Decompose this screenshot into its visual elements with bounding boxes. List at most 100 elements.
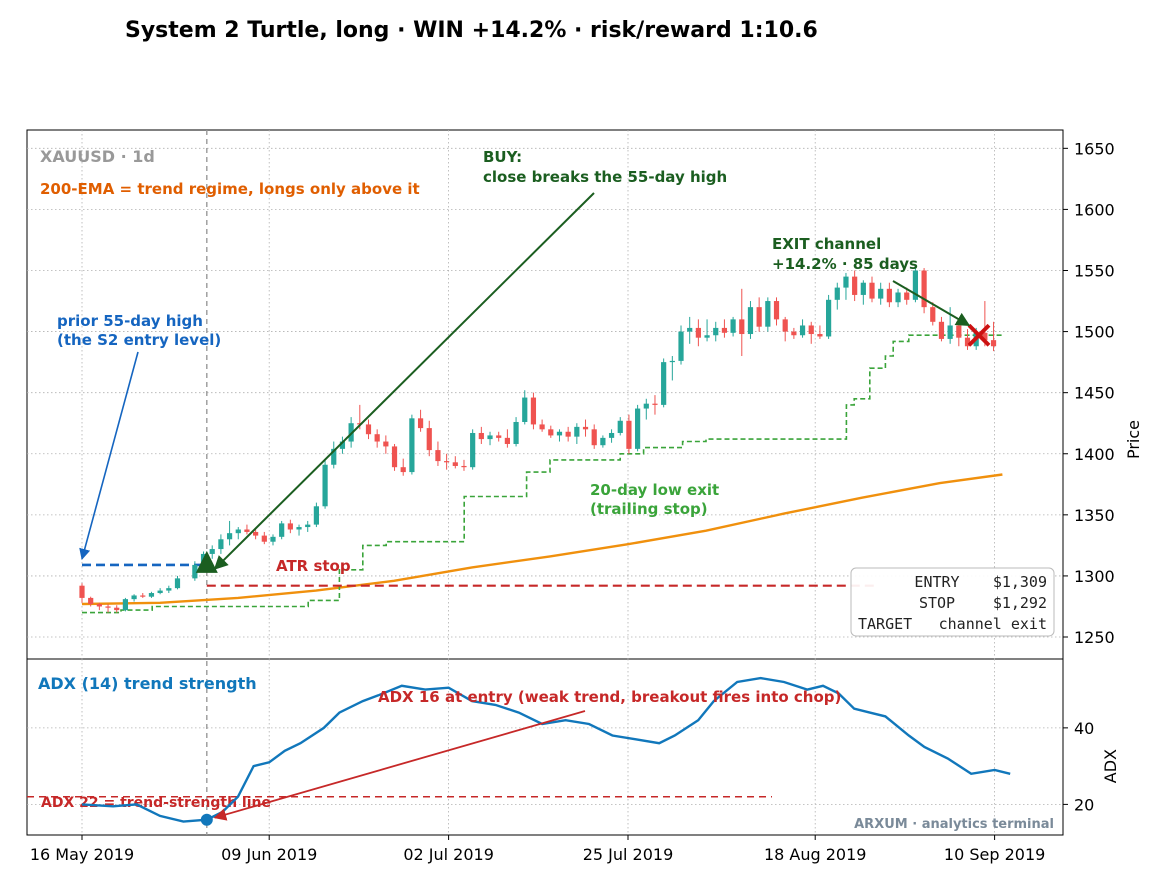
candle (799, 319, 806, 338)
price-ytick-label: 1650 (1074, 139, 1115, 158)
candle-body (174, 578, 181, 589)
candle (608, 429, 615, 443)
candle (305, 520, 311, 532)
candle-body (904, 292, 910, 300)
candle-body (600, 437, 606, 446)
candle-body (721, 327, 728, 333)
candle (687, 316, 693, 344)
candle (253, 529, 259, 540)
candle (548, 425, 554, 438)
candle (496, 431, 502, 442)
candle-body (843, 276, 849, 288)
candle-body (331, 448, 337, 465)
candle-body (626, 420, 632, 449)
candle-body (322, 464, 328, 507)
candle-body (192, 564, 198, 579)
candle (487, 431, 493, 446)
candle (912, 264, 919, 303)
candle-body (669, 360, 675, 363)
candle (279, 520, 285, 540)
candle-body (261, 535, 267, 542)
exit-arrow (892, 280, 971, 327)
exit-channel-line (82, 334, 1003, 614)
candle-body (96, 604, 102, 607)
candle-body (365, 424, 372, 435)
exit-x-stroke (967, 323, 991, 347)
candle (114, 605, 120, 613)
exit-channel-annotation: 20-day low exit (trailing stop) (590, 481, 719, 518)
candle-body (383, 441, 389, 447)
candle (522, 390, 528, 425)
candle-body (817, 334, 823, 337)
candle-body (661, 362, 667, 405)
candle (105, 604, 111, 613)
candle (374, 429, 380, 448)
candle-body (608, 432, 615, 438)
candle-body (88, 597, 94, 605)
buy-arrow (213, 192, 595, 570)
candle (365, 419, 372, 440)
candle (209, 545, 215, 559)
candle (391, 443, 398, 471)
candle (747, 301, 754, 339)
candle-body (417, 418, 424, 429)
candle-body (226, 533, 233, 540)
candle (435, 441, 441, 466)
candle-body (504, 437, 510, 444)
candle (600, 435, 606, 448)
candle-body (826, 299, 832, 337)
candle-body (747, 307, 754, 335)
candle (409, 414, 415, 475)
candle (895, 288, 901, 308)
adx-title: ADX (14) trend strength (38, 674, 257, 693)
xtick-label: 18 Aug 2019 (764, 845, 867, 864)
candle (556, 429, 563, 442)
candle-body (461, 465, 467, 468)
candle (261, 531, 267, 545)
candle (478, 426, 484, 444)
candle-body (947, 325, 953, 339)
candle (808, 321, 814, 344)
candle-body (114, 607, 120, 611)
candle-body (79, 585, 85, 598)
adx-panel-frame (26, 658, 1064, 836)
candle-body (131, 595, 137, 600)
candle (617, 417, 623, 436)
price-ytick-label: 1450 (1074, 384, 1115, 403)
price-ytick-label: 1300 (1074, 567, 1115, 586)
candle (322, 459, 328, 509)
candle-body (548, 429, 554, 436)
candle-body (348, 423, 354, 442)
candle-body (808, 325, 814, 335)
candle (539, 419, 545, 432)
candle (843, 272, 849, 300)
candle (938, 316, 945, 342)
candle (88, 596, 94, 607)
candle (869, 276, 875, 303)
candle-body (886, 288, 892, 303)
ema200-line (81, 473, 1003, 606)
candle (878, 282, 884, 305)
candle (331, 441, 337, 469)
trade-box-key: ENTRY (914, 573, 959, 591)
candle-body (426, 428, 432, 451)
candle (964, 329, 971, 350)
candle (452, 456, 458, 469)
candle-body (591, 429, 597, 446)
candle (730, 316, 736, 337)
candle-body (339, 441, 346, 449)
candle-body (895, 292, 901, 303)
candle-body (739, 319, 745, 335)
candle (417, 409, 424, 432)
adx-ytick-label: 20 (1074, 795, 1094, 814)
candle-body (860, 282, 866, 295)
candle (504, 429, 510, 448)
candle-body (730, 319, 736, 333)
candle (921, 268, 927, 314)
candle (79, 583, 85, 603)
candle-body (122, 599, 129, 611)
candle-body (496, 435, 502, 438)
xtick-label: 25 Jul 2019 (583, 845, 674, 864)
candle-body (270, 536, 276, 542)
price-ytick-label: 1600 (1074, 200, 1115, 219)
